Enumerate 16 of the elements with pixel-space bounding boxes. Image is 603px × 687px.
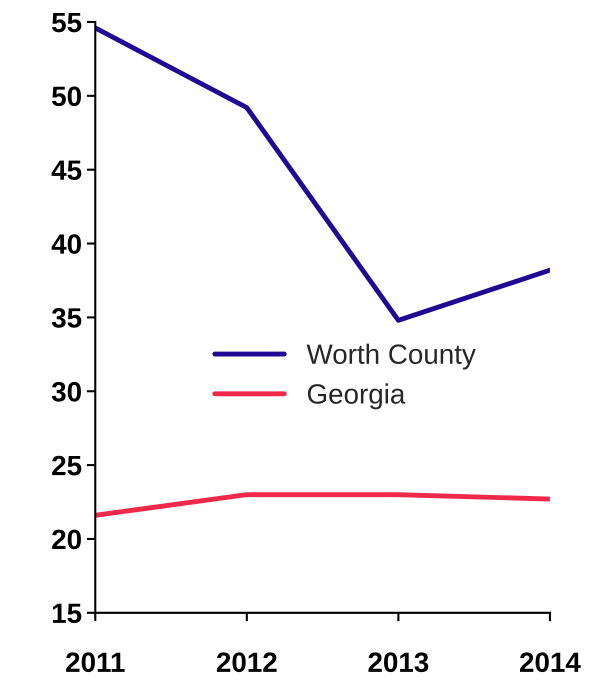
y-tick-label: 25 [52, 456, 82, 476]
y-tick-label: 45 [52, 160, 82, 180]
y-tick-label: 15 [52, 604, 82, 624]
x-tick-label: 2013 [368, 652, 428, 672]
y-tick-label: 20 [52, 530, 81, 550]
legend-label: Georgia [308, 383, 406, 410]
legend-label: Worth County [306, 344, 476, 370]
y-tick-label: 55 [52, 12, 82, 32]
x-tick-label: 2011 [66, 652, 125, 672]
line-series [95, 25, 550, 323]
y-tick-label: 35 [52, 308, 82, 328]
y-tick-label: 50 [52, 86, 81, 106]
x-tick-label: 2014 [520, 652, 581, 672]
y-tick-label: 40 [52, 234, 81, 254]
x-tick-label: 2012 [216, 652, 277, 672]
y-tick-label: 30 [52, 382, 81, 402]
